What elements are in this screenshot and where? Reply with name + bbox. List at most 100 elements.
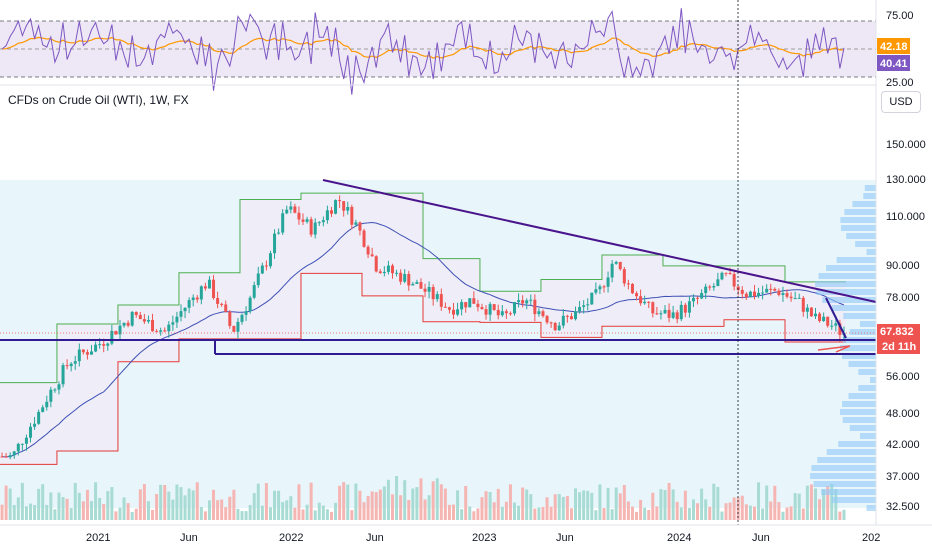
time-tick: Jun [556, 532, 574, 544]
profile-bar [859, 321, 876, 327]
volume-bar [728, 502, 732, 520]
candle-body [240, 314, 244, 322]
volume-bar [179, 487, 183, 520]
profile-bar [818, 273, 876, 279]
candle-body [671, 312, 675, 318]
currency-button[interactable]: USD [881, 91, 921, 113]
time-tick: Jun [180, 532, 198, 544]
volume-bar [248, 505, 252, 520]
volume-bar [102, 504, 106, 520]
volume-bar [236, 508, 240, 520]
profile-bar [869, 377, 876, 383]
volume-bar [45, 504, 49, 520]
projection-arrow[interactable] [817, 345, 851, 353]
candle-body [4, 456, 8, 458]
profile-bar [836, 257, 876, 263]
volume-bar [777, 502, 781, 520]
candle-body [285, 209, 289, 214]
volume-bar [415, 487, 419, 520]
price-scale-bg[interactable] [876, 0, 932, 525]
candle-body [460, 302, 464, 310]
candle-body [500, 311, 504, 316]
last-price-badge-text: 67.832 [880, 326, 914, 338]
candle-body [586, 304, 590, 306]
volume-bar [301, 509, 305, 520]
candle-body [228, 311, 232, 326]
profile-bar [855, 241, 876, 247]
candle-body [102, 344, 106, 346]
candle-body [195, 297, 199, 300]
price-tick: 42.000 [886, 439, 920, 451]
candle-body [484, 309, 488, 315]
volume-bar [549, 506, 553, 520]
volume-bar [366, 496, 370, 520]
volume-bar [525, 489, 529, 520]
candle-body [472, 298, 476, 304]
candle-body [809, 307, 813, 317]
candle-body [667, 309, 671, 318]
candle-body [521, 300, 525, 304]
time-scale-bg[interactable] [0, 525, 932, 550]
volume-bar [647, 509, 651, 520]
volume-bar [826, 486, 830, 520]
volume-bar [69, 508, 73, 520]
price-tick: 56.000 [886, 371, 920, 383]
price-candles [0, 195, 846, 460]
candle-body [712, 286, 716, 288]
profile-bar [858, 369, 876, 375]
candle-body [561, 315, 565, 326]
price-tick: 32.500 [886, 501, 920, 513]
volume-bar [504, 501, 508, 520]
volume-bar [362, 502, 366, 520]
time-tick: Jun [752, 532, 770, 544]
candle-body [427, 287, 431, 292]
volume-bar [98, 497, 102, 520]
candle-body [769, 288, 773, 290]
volume-bar [809, 484, 813, 520]
volume-bar [382, 486, 386, 520]
volume-bar [325, 509, 329, 520]
candle-body [118, 325, 122, 335]
candle-body [277, 232, 281, 234]
candle-body [399, 272, 403, 282]
profile-bar [816, 289, 876, 295]
volume-bar [594, 510, 598, 520]
candle-body [407, 273, 411, 286]
candle-body [594, 289, 598, 293]
trendline-drawings[interactable] [0, 179, 877, 355]
volume-bar [65, 498, 69, 520]
candle-body [683, 304, 687, 313]
volume-bar [378, 489, 382, 520]
profile-bar [852, 201, 876, 207]
candle-body [639, 296, 643, 304]
volume-bar [285, 500, 289, 520]
profile-bar [848, 393, 876, 399]
volume-bar [12, 504, 16, 520]
profile-bar [840, 217, 876, 223]
volume-bar [590, 492, 594, 520]
volume-bar [679, 507, 683, 520]
candle-body [0, 456, 4, 458]
candle-body [224, 304, 228, 312]
volume-bar [321, 505, 325, 520]
volume-bar [513, 502, 517, 520]
candle-body [626, 283, 630, 285]
volume-bar [793, 493, 797, 520]
rsi-value-badge [877, 55, 910, 71]
descending-trendline[interactable] [322, 179, 877, 303]
volume-bar [443, 488, 447, 520]
volume-bar [700, 488, 704, 520]
short-trend-segment[interactable] [825, 297, 847, 339]
candle-body [704, 286, 708, 294]
profile-bar [848, 361, 876, 367]
candle-body [793, 298, 797, 300]
rsi-line [1, 8, 845, 95]
candle-body [826, 316, 830, 326]
candle-body [203, 286, 207, 289]
volume-bar [785, 507, 789, 520]
volume-bar [187, 488, 191, 520]
volume-bar [553, 494, 557, 520]
candle-body [480, 307, 484, 310]
candle-body [757, 292, 761, 297]
